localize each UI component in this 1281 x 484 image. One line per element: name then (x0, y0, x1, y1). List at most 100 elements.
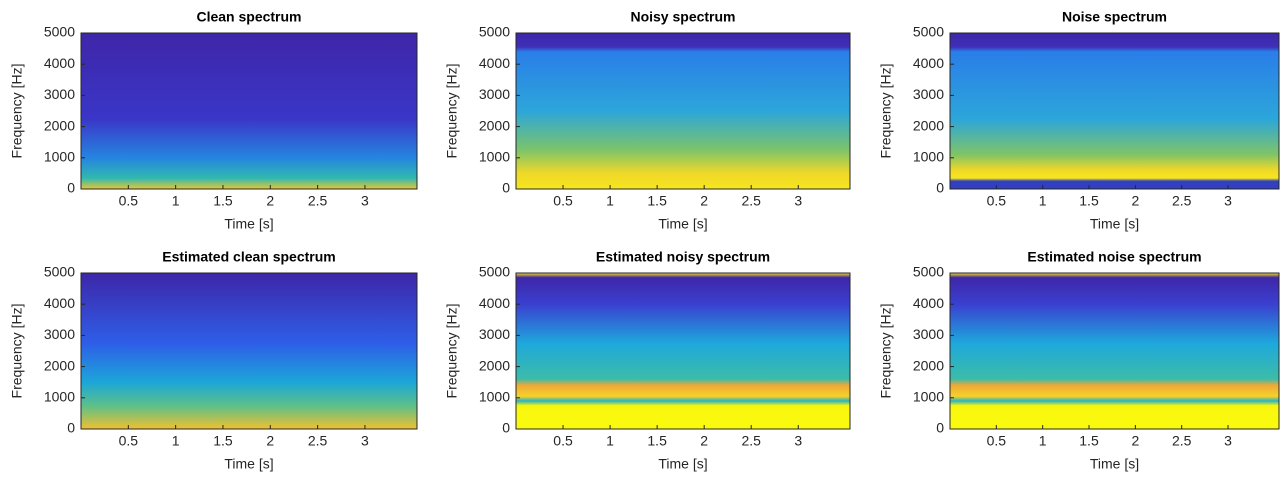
chart-title: Estimated noise spectrum (1027, 249, 1201, 265)
y-tick-label: 4000 (913, 295, 944, 311)
y-axis-label: Frequency [Hz] (9, 64, 25, 159)
y-tick-label: 5000 (913, 264, 944, 280)
y-tick-label: 4000 (44, 295, 75, 311)
y-tick-label: 1000 (44, 389, 75, 405)
y-tick-label: 3000 (44, 86, 75, 102)
x-tick-label: 3 (794, 193, 802, 209)
y-tick-label: 3000 (913, 86, 944, 102)
x-axis-label: Time [s] (1090, 456, 1139, 472)
x-tick-label: 1 (1039, 433, 1047, 449)
axes-box (515, 272, 851, 430)
y-axis-label: Frequency [Hz] (444, 64, 460, 159)
x-tick-label: 2 (266, 433, 274, 449)
x-axis-label: Time [s] (224, 216, 273, 232)
x-tick-label: 0.5 (553, 193, 573, 209)
x-axis-label: Time [s] (224, 456, 273, 472)
y-axis-label: Frequency [Hz] (878, 304, 894, 399)
y-tick-label: 2000 (913, 357, 944, 373)
x-tick-label: 2 (266, 193, 274, 209)
x-tick-label: 3 (361, 433, 369, 449)
y-tick-label: 0 (502, 180, 510, 196)
axes-box (80, 32, 418, 190)
y-axis-label: Frequency [Hz] (9, 304, 25, 399)
x-tick-label: 3 (361, 193, 369, 209)
y-axis-label: Frequency [Hz] (878, 64, 894, 159)
spectrogram-image (950, 273, 1279, 429)
x-tick-label: 1 (1039, 193, 1047, 209)
y-tick-label: 5000 (479, 264, 510, 280)
spectrogram-image (516, 273, 850, 429)
x-tick-label: 2.5 (1172, 433, 1192, 449)
chart-title: Estimated noisy spectrum (596, 249, 770, 265)
axes-box (949, 32, 1280, 190)
spectrogram-image (516, 33, 850, 189)
x-tick-label: 1.5 (1079, 433, 1099, 449)
x-axis-label: Time [s] (658, 456, 707, 472)
y-tick-label: 5000 (44, 24, 75, 40)
x-tick-label: 3 (1224, 433, 1232, 449)
axes-box (80, 272, 418, 430)
x-tick-label: 2.5 (308, 433, 328, 449)
y-tick-label: 1000 (479, 389, 510, 405)
y-tick-label: 2000 (44, 357, 75, 373)
x-tick-label: 2 (1131, 193, 1139, 209)
x-tick-label: 1.5 (1079, 193, 1099, 209)
chart-title: Noisy spectrum (630, 9, 735, 25)
x-tick-label: 1 (172, 433, 180, 449)
y-tick-label: 5000 (44, 264, 75, 280)
y-tick-label: 5000 (479, 24, 510, 40)
x-tick-label: 2 (1131, 433, 1139, 449)
y-tick-label: 2000 (479, 117, 510, 133)
y-tick-label: 1000 (479, 149, 510, 165)
x-tick-label: 1.5 (647, 433, 667, 449)
chart-title: Estimated clean spectrum (162, 249, 336, 265)
x-tick-label: 2.5 (741, 193, 761, 209)
y-tick-label: 0 (502, 420, 510, 436)
x-tick-label: 0.5 (119, 433, 139, 449)
x-tick-label: 3 (794, 433, 802, 449)
chart-title: Noise spectrum (1062, 9, 1167, 25)
y-tick-label: 4000 (913, 55, 944, 71)
y-tick-label: 3000 (479, 86, 510, 102)
x-tick-label: 2.5 (308, 193, 328, 209)
x-tick-label: 2 (700, 433, 708, 449)
x-tick-label: 2.5 (741, 433, 761, 449)
x-tick-label: 0.5 (119, 193, 139, 209)
axes-box (949, 272, 1280, 430)
x-tick-label: 3 (1224, 193, 1232, 209)
x-axis-label: Time [s] (1090, 216, 1139, 232)
y-tick-label: 2000 (44, 117, 75, 133)
x-tick-label: 1 (606, 193, 614, 209)
y-tick-label: 4000 (479, 55, 510, 71)
x-axis-label: Time [s] (658, 216, 707, 232)
x-tick-label: 1.5 (213, 193, 233, 209)
y-tick-label: 1000 (44, 149, 75, 165)
y-tick-label: 3000 (44, 326, 75, 342)
y-axis-label: Frequency [Hz] (444, 304, 460, 399)
x-tick-label: 0.5 (987, 433, 1007, 449)
y-tick-label: 1000 (913, 389, 944, 405)
x-tick-label: 1.5 (647, 193, 667, 209)
y-tick-label: 3000 (913, 326, 944, 342)
chart-title: Clean spectrum (196, 9, 301, 25)
y-tick-label: 1000 (913, 149, 944, 165)
x-tick-label: 1.5 (213, 433, 233, 449)
y-tick-label: 2000 (479, 357, 510, 373)
y-tick-label: 4000 (479, 295, 510, 311)
x-tick-label: 2 (700, 193, 708, 209)
spectrogram-image (950, 33, 1279, 189)
x-tick-label: 0.5 (987, 193, 1007, 209)
x-tick-label: 1 (172, 193, 180, 209)
y-tick-label: 0 (67, 420, 75, 436)
y-tick-label: 3000 (479, 326, 510, 342)
spectrogram-image (81, 273, 417, 429)
x-tick-label: 2.5 (1172, 193, 1192, 209)
y-tick-label: 5000 (913, 24, 944, 40)
y-tick-label: 2000 (913, 117, 944, 133)
x-tick-label: 1 (606, 433, 614, 449)
y-tick-label: 0 (67, 180, 75, 196)
spectrogram-image (81, 33, 417, 189)
y-tick-label: 4000 (44, 55, 75, 71)
